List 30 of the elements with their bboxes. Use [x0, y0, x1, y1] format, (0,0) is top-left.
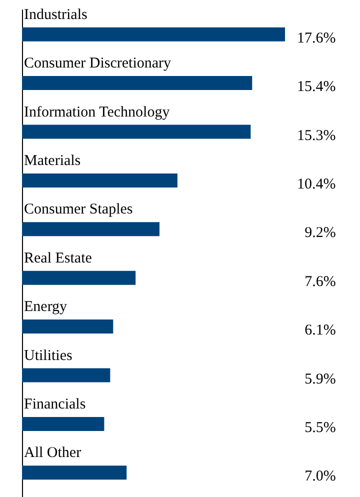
y-tick-label: Real Estate: [24, 250, 92, 266]
data-label: 9.2%: [304, 225, 336, 242]
data-label: 15.4%: [297, 79, 336, 96]
y-tick-label: Utilities: [24, 348, 72, 364]
y-tick-label: Information Technology: [24, 104, 170, 120]
y-tick-label: Consumer Discretionary: [24, 56, 172, 72]
bar: [22, 222, 160, 236]
bar: [22, 270, 136, 285]
bar: [22, 320, 114, 334]
bar: [22, 173, 178, 188]
y-tick-label: All Other: [24, 445, 82, 462]
data-label: 7.0%: [304, 468, 336, 485]
data-label: 17.6%: [297, 30, 336, 46]
bar: [22, 124, 251, 139]
y-tick-label: Energy: [24, 299, 68, 316]
data-label: 7.6%: [304, 274, 336, 290]
bar: [22, 27, 286, 42]
data-label: 5.5%: [304, 420, 336, 436]
bar: [22, 76, 252, 90]
bar: [22, 368, 110, 382]
y-tick-label: Financials: [24, 396, 86, 412]
y-tick-label: Materials: [24, 152, 81, 169]
data-label: 6.1%: [304, 322, 336, 339]
bar: [22, 466, 127, 480]
bar: [22, 416, 104, 431]
data-label: 5.9%: [304, 371, 336, 388]
data-label: 15.3%: [297, 128, 336, 144]
data-label: 10.4%: [297, 176, 336, 192]
y-tick-label: Consumer Staples: [24, 202, 133, 218]
y-tick-label: Industrials: [24, 6, 88, 23]
